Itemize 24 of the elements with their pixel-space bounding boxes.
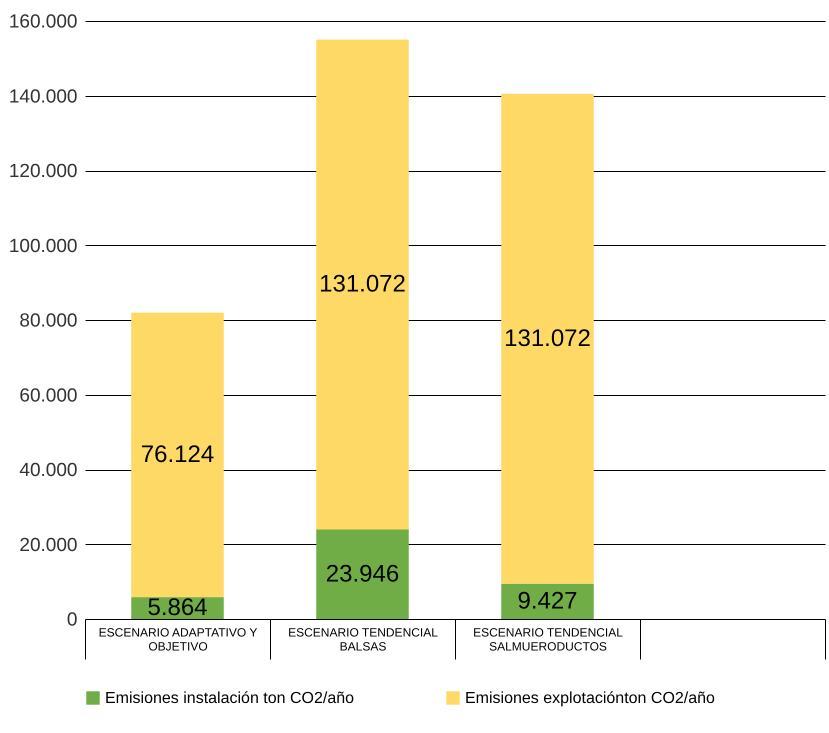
- legend-label: Emisiones instalación ton CO2/año: [105, 690, 354, 707]
- y-tick-label: 20.000: [19, 534, 78, 556]
- y-tick-label: 60.000: [19, 385, 78, 406]
- y-tick-label: 0: [66, 610, 78, 630]
- data-label: 131.072: [504, 324, 591, 352]
- data-label: 23.946: [326, 560, 400, 588]
- y-tick-label: 140.000: [8, 86, 78, 108]
- data-label: 5.864: [147, 594, 208, 622]
- y-tick-label: 120.000: [8, 161, 78, 182]
- legend-label: Emisiones explotaciónton CO2/año: [465, 690, 716, 707]
- bar: [131, 312, 224, 598]
- data-label: 76.124: [140, 440, 214, 468]
- y-tick-label: 100.000: [8, 236, 78, 257]
- x-tick-label: ESCENARIO ADAPTATIVO Y OBJETIVO: [98, 626, 258, 654]
- y-tick-label: 80.000: [19, 310, 78, 332]
- data-label: 9.427: [517, 587, 578, 614]
- x-tick-label: ESCENARIO TENDENCIAL SALMUERODUCTOS: [473, 626, 624, 654]
- bar: [501, 94, 594, 584]
- bar: [316, 530, 409, 619]
- data-label: 131.072: [319, 270, 406, 298]
- y-tick-label: 40.000: [19, 460, 78, 481]
- bar: [316, 40, 409, 530]
- y-tick-label: 160.000: [8, 12, 78, 32]
- x-tick-label: ESCENARIO TENDENCIAL BALSAS: [288, 626, 438, 654]
